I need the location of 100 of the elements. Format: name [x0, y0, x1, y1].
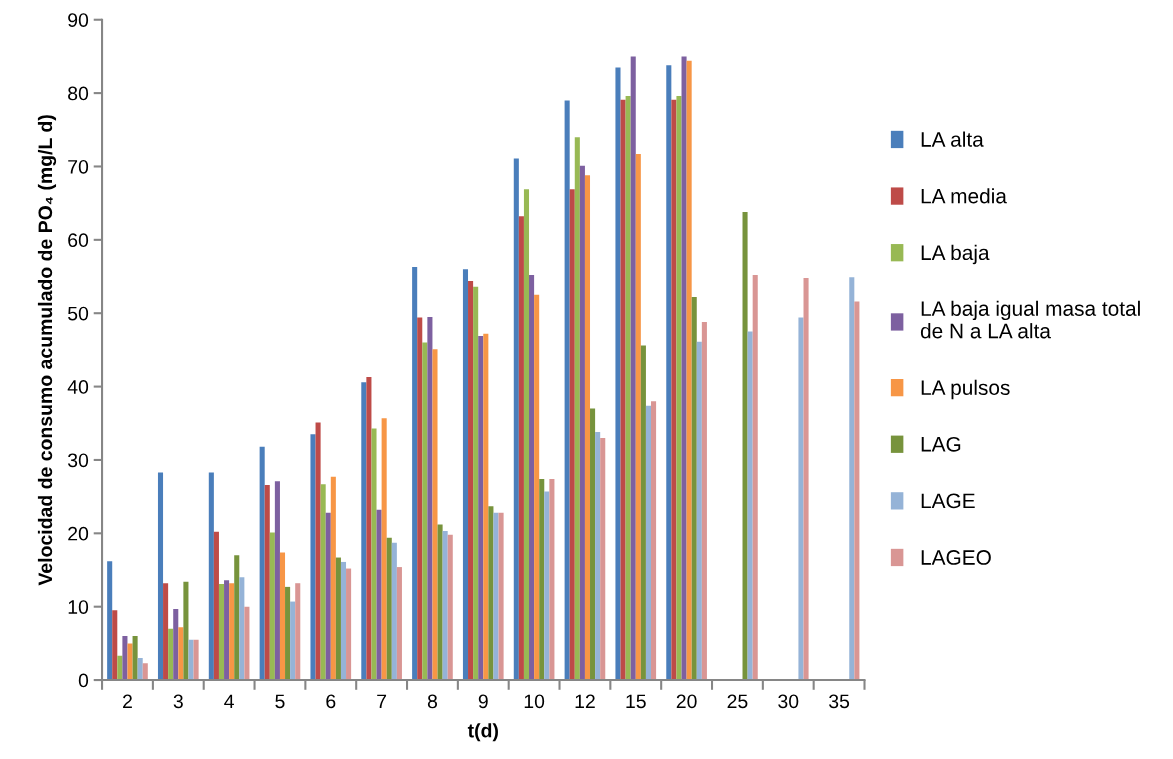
bar	[132, 636, 138, 681]
legend-label: LA media	[921, 188, 1007, 204]
bar	[122, 636, 128, 681]
x-tick-label: 9	[478, 694, 488, 709]
bar	[295, 583, 301, 681]
bar	[437, 524, 443, 681]
bar	[483, 333, 489, 681]
bar	[671, 99, 677, 681]
bar	[361, 382, 367, 681]
bar	[366, 377, 372, 681]
bar	[417, 317, 423, 681]
bar	[544, 491, 550, 681]
bar	[412, 266, 418, 681]
bar	[285, 586, 291, 681]
bar	[747, 331, 753, 681]
x-tick-label: 6	[326, 694, 336, 709]
bar	[173, 608, 179, 681]
bar	[498, 512, 504, 681]
bar	[447, 534, 453, 681]
bar	[224, 580, 230, 681]
x-tick-label: 12	[575, 694, 595, 709]
bar	[193, 639, 199, 681]
bar	[590, 408, 596, 681]
bar	[569, 189, 575, 681]
bar	[539, 479, 545, 681]
x-axis-title: t(d)	[467, 723, 498, 742]
x-tick-label: 30	[778, 694, 799, 709]
bar	[513, 158, 519, 681]
bar	[340, 561, 347, 681]
bar	[651, 401, 657, 681]
bar	[462, 269, 469, 681]
x-tick-label: 8	[427, 694, 438, 709]
bar	[376, 509, 382, 681]
bar	[478, 335, 484, 681]
bar	[564, 100, 570, 681]
bar	[168, 628, 174, 681]
x-tick-label: 25	[727, 694, 748, 709]
x-tick-label: 3	[173, 694, 183, 709]
legend-label: LA baja igual masa total de N a LA alta	[920, 300, 1140, 339]
bar	[442, 531, 448, 681]
bar	[635, 154, 641, 681]
bar	[625, 96, 631, 681]
bar	[208, 472, 214, 681]
y-tick-label: 30	[67, 453, 89, 468]
bar	[681, 56, 687, 681]
bar	[849, 277, 855, 681]
y-tick-label: 50	[68, 306, 89, 321]
legend-label: LAG	[921, 436, 961, 452]
bar	[493, 512, 499, 681]
bar	[320, 484, 326, 681]
y-tick-label: 90	[68, 13, 89, 27]
x-tick-label: 7	[377, 694, 387, 709]
bar	[645, 405, 652, 681]
bar	[274, 481, 280, 681]
bar	[676, 96, 682, 681]
y-axis-title: Velocidad de consumo acumulado de PO₄ (mg/L d)	[37, 115, 57, 586]
y-tick-label: 60	[68, 233, 89, 248]
y-tick-label: 0	[78, 673, 89, 688]
bar	[229, 583, 235, 681]
bar	[178, 627, 184, 681]
bar	[534, 294, 540, 681]
bar	[234, 555, 240, 681]
bar	[112, 610, 118, 681]
bar	[137, 658, 143, 681]
bar	[518, 216, 524, 681]
y-tick-label: 80	[68, 86, 89, 101]
bar	[427, 316, 433, 681]
x-tick-label: 5	[275, 694, 285, 709]
y-tick-label: 20	[68, 526, 89, 541]
bar	[432, 349, 438, 681]
legend-label: LA pulsos	[921, 379, 1010, 400]
bar	[213, 531, 219, 681]
bar	[574, 137, 580, 681]
x-tick-label: 20	[676, 694, 697, 709]
bar	[396, 567, 402, 681]
legend-label: LA baja	[921, 244, 990, 265]
bar	[315, 422, 321, 681]
bar	[127, 643, 133, 681]
bar	[279, 552, 286, 681]
bar	[549, 479, 555, 681]
bar	[529, 275, 535, 681]
bar	[803, 278, 809, 681]
bar	[157, 472, 164, 681]
bar	[244, 606, 250, 681]
x-tick-label: 2	[123, 694, 132, 709]
bar	[330, 476, 336, 681]
bar	[640, 345, 646, 681]
bar	[488, 506, 494, 681]
bar	[290, 601, 296, 681]
bar	[269, 532, 275, 681]
bar	[218, 583, 225, 681]
bar	[468, 280, 474, 681]
bar	[188, 639, 194, 681]
bar	[701, 322, 707, 681]
y-tick-label: 10	[68, 600, 89, 614]
x-tick-label: 4	[224, 694, 234, 709]
bar	[523, 189, 530, 681]
bar	[391, 542, 397, 681]
bar	[335, 557, 341, 681]
legend-label: LA alta	[921, 131, 984, 147]
